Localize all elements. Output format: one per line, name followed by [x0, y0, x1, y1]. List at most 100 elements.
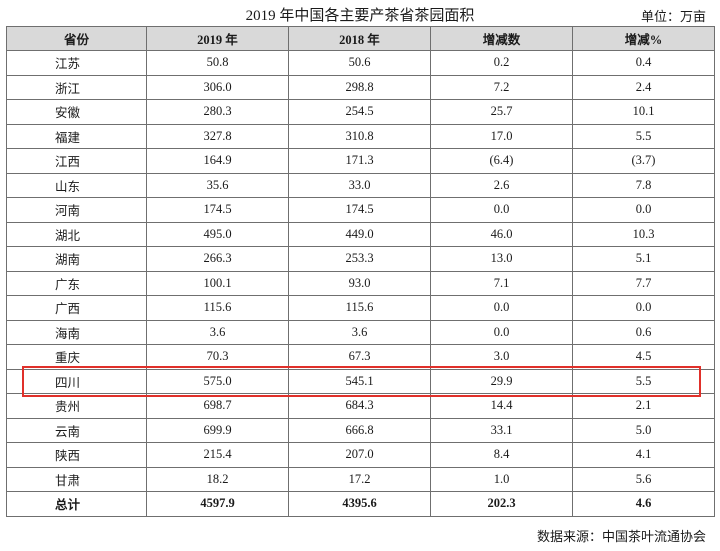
province-cell: 江西 — [6, 148, 147, 174]
change-pct-cell: (3.7) — [572, 148, 715, 174]
header-cell-2018: 2018 年 — [288, 26, 431, 51]
unit-label: 单位：万亩 — [640, 9, 706, 24]
change-cell: 1.0 — [430, 466, 573, 492]
value-2018-cell: 449.0 — [288, 221, 431, 247]
page-title: 2019 年中国各主要产茶省茶园面积 — [245, 8, 475, 24]
change-cell: 25.7 — [430, 99, 573, 125]
table-row: 福建 327.8 310.8 17.0 5.5 — [6, 123, 715, 149]
change-pct-cell: 2.1 — [572, 393, 715, 419]
table-row: 广西 115.6 115.6 0.0 0.0 — [6, 295, 715, 321]
province-cell: 重庆 — [6, 344, 147, 370]
header-cell-2019: 2019 年 — [146, 26, 289, 51]
value-2018-cell: 171.3 — [288, 148, 431, 174]
change-cell: 46.0 — [430, 221, 573, 247]
province-cell: 甘肃 — [6, 466, 147, 492]
value-2019-cell: 280.3 — [146, 99, 289, 125]
value-2018-cell: 545.1 — [288, 368, 431, 394]
change-pct-cell: 7.8 — [572, 172, 715, 198]
change-cell: 33.1 — [430, 417, 573, 443]
header-cell-change-pct: 增减% — [572, 26, 715, 51]
change-pct-cell: 7.7 — [572, 270, 715, 296]
table-row: 安徽 280.3 254.5 25.7 10.1 — [6, 99, 715, 125]
table-row: 四川 575.0 545.1 29.9 5.5 — [6, 368, 715, 394]
value-2018-cell: 33.0 — [288, 172, 431, 198]
change-cell: 13.0 — [430, 246, 573, 272]
change-pct-cell: 0.4 — [572, 50, 715, 76]
value-2018-cell: 207.0 — [288, 442, 431, 468]
province-cell: 贵州 — [6, 393, 147, 419]
table-row: 陕西 215.4 207.0 8.4 4.1 — [6, 442, 715, 468]
value-2018-cell: 17.2 — [288, 466, 431, 492]
value-2018-cell: 67.3 — [288, 344, 431, 370]
table-row: 云南 699.9 666.8 33.1 5.0 — [6, 417, 715, 443]
data-table-container: 省份 2019 年 2018 年 增减数 增减% 江苏 50.8 50.6 0.2 0.… — [6, 26, 715, 517]
data-table: 省份 2019 年 2018 年 增减数 增减% 江苏 50.8 50.6 0.2 0.… — [6, 26, 715, 517]
change-pct-cell: 0.0 — [572, 197, 715, 223]
value-2019-cell: 115.6 — [146, 295, 289, 321]
value-2018-cell: 253.3 — [288, 246, 431, 272]
value-2019-cell: 164.9 — [146, 148, 289, 174]
change-cell: 14.4 — [430, 393, 573, 419]
value-2018-cell: 254.5 — [288, 99, 431, 125]
province-cell: 湖北 — [6, 221, 147, 247]
change-cell: 0.0 — [430, 319, 573, 345]
source-note: 数据来源：中国茶叶流通协会 — [536, 529, 706, 544]
header-row: 省份 2019 年 2018 年 增减数 增减% — [6, 26, 715, 51]
value-2019-cell: 327.8 — [146, 123, 289, 149]
table-row: 海南 3.6 3.6 0.0 0.6 — [6, 319, 715, 345]
change-pct-cell: 2.4 — [572, 74, 715, 100]
change-pct-cell: 4.5 — [572, 344, 715, 370]
table-row: 重庆 70.3 67.3 3.0 4.5 — [6, 344, 715, 370]
province-cell: 山东 — [6, 172, 147, 198]
value-2019-cell: 18.2 — [146, 466, 289, 492]
value-2019-cell: 35.6 — [146, 172, 289, 198]
table-row: 贵州 698.7 684.3 14.4 2.1 — [6, 393, 715, 419]
table-row: 湖北 495.0 449.0 46.0 10.3 — [6, 221, 715, 247]
table-row: 甘肃 18.2 17.2 1.0 5.6 — [6, 466, 715, 492]
change-cell: 2.6 — [430, 172, 573, 198]
province-cell: 广西 — [6, 295, 147, 321]
table-row: 江西 164.9 171.3 (6.4) (3.7) — [6, 148, 715, 174]
value-2019-cell: 100.1 — [146, 270, 289, 296]
province-cell: 陕西 — [6, 442, 147, 468]
change-pct-cell: 4.6 — [572, 491, 715, 517]
value-2019-cell: 698.7 — [146, 393, 289, 419]
change-pct-cell: 0.0 — [572, 295, 715, 321]
change-pct-cell: 5.5 — [572, 123, 715, 149]
value-2018-cell: 310.8 — [288, 123, 431, 149]
change-cell: 0.2 — [430, 50, 573, 76]
province-cell: 安徽 — [6, 99, 147, 125]
value-2019-cell: 215.4 — [146, 442, 289, 468]
change-pct-cell: 10.1 — [572, 99, 715, 125]
province-cell: 江苏 — [6, 50, 147, 76]
value-2019-cell: 306.0 — [146, 74, 289, 100]
province-cell: 福建 — [6, 123, 147, 149]
province-cell: 海南 — [6, 319, 147, 345]
change-pct-cell: 5.5 — [572, 368, 715, 394]
value-2019-cell: 495.0 — [146, 221, 289, 247]
table-row: 广东 100.1 93.0 7.1 7.7 — [6, 270, 715, 296]
value-2018-cell: 4395.6 — [288, 491, 431, 517]
header-cell-change: 增减数 — [430, 26, 573, 51]
value-2018-cell: 684.3 — [288, 393, 431, 419]
change-pct-cell: 4.1 — [572, 442, 715, 468]
value-2018-cell: 666.8 — [288, 417, 431, 443]
table-body: 江苏 50.8 50.6 0.2 0.4 浙江 306.0 298.8 7.2 2.4 安徽 280.… — [6, 50, 715, 517]
value-2019-cell: 174.5 — [146, 197, 289, 223]
value-2018-cell: 174.5 — [288, 197, 431, 223]
change-cell: 17.0 — [430, 123, 573, 149]
value-2018-cell: 93.0 — [288, 270, 431, 296]
header-cell-province: 省份 — [6, 26, 147, 51]
total-row: 总计 4597.9 4395.6 202.3 4.6 — [6, 491, 715, 517]
table-row: 山东 35.6 33.0 2.6 7.8 — [6, 172, 715, 198]
change-pct-cell: 5.0 — [572, 417, 715, 443]
value-2019-cell: 575.0 — [146, 368, 289, 394]
change-cell: 7.2 — [430, 74, 573, 100]
province-cell: 云南 — [6, 417, 147, 443]
province-cell: 四川 — [6, 368, 147, 394]
value-2018-cell: 50.6 — [288, 50, 431, 76]
value-2019-cell: 3.6 — [146, 319, 289, 345]
change-cell: 7.1 — [430, 270, 573, 296]
value-2018-cell: 298.8 — [288, 74, 431, 100]
value-2019-cell: 70.3 — [146, 344, 289, 370]
